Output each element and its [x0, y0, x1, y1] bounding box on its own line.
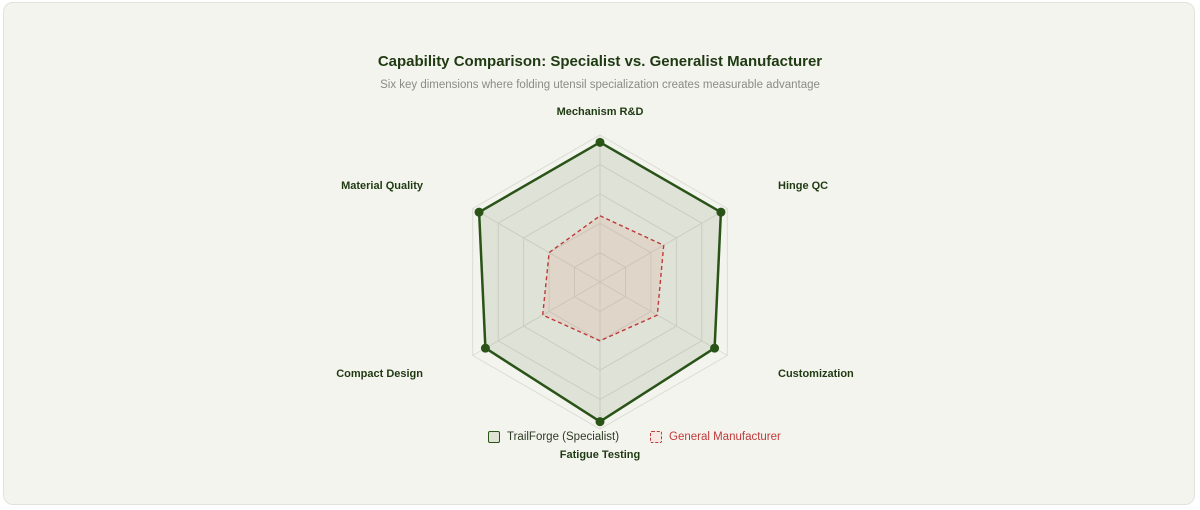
legend-swatch-specialist — [488, 431, 500, 443]
grid-spoke — [472, 281, 601, 356]
series-generalist-area — [542, 215, 665, 342]
data-point-specialist — [480, 343, 490, 353]
axis-label: Material Quality — [341, 180, 424, 192]
axis-label: Customization — [778, 368, 854, 380]
chart-title: Capability Comparison: Specialist vs. Ge… — [377, 53, 823, 70]
legend-swatch-generalist — [650, 431, 662, 443]
legend-label-generalist: General Manufacturer — [669, 431, 781, 443]
data-point-specialist — [474, 207, 484, 217]
data-point-specialist — [716, 207, 726, 217]
axis-label: Mechanism R&D — [557, 106, 644, 118]
legend: TrailForge (Specialist) General Manufact… — [0, 431, 1200, 451]
data-point-specialist — [595, 137, 605, 147]
legend-item-generalist[interactable]: General Manufacturer — [650, 431, 781, 443]
data-point-specialist — [710, 343, 720, 353]
legend-label-specialist: TrailForge (Specialist) — [507, 431, 620, 443]
axis-label: Hinge QC — [778, 180, 828, 192]
legend-item-specialist[interactable]: TrailForge (Specialist) — [488, 431, 619, 443]
grid-spoke — [599, 281, 728, 356]
grid-spoke — [472, 208, 601, 283]
axis-label: Fatigue Testing — [560, 449, 640, 461]
axis-label: Compact Design — [336, 368, 423, 380]
chart-subtitle: Six key dimensions where folding utensil… — [380, 79, 820, 91]
data-point-specialist — [595, 417, 605, 427]
